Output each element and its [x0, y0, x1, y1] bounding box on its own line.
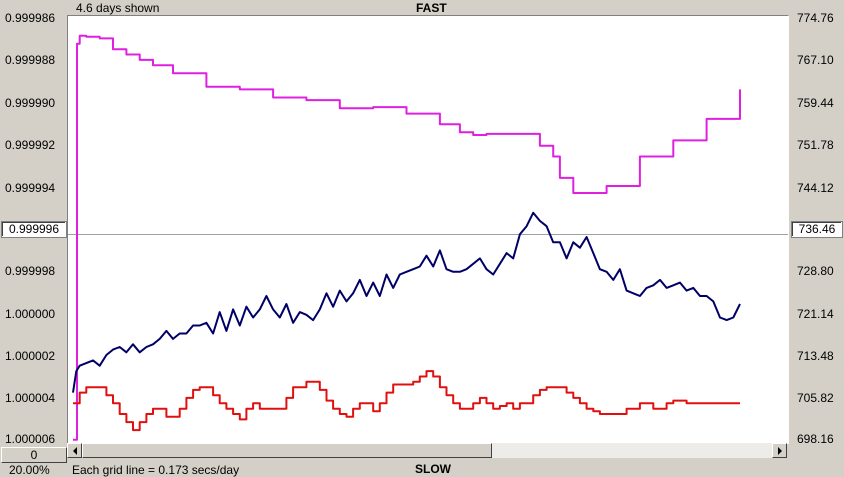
left-tick: 0.999992	[5, 138, 56, 152]
right-tick: 767.10	[797, 53, 834, 67]
left-selected-value[interactable]: 0.999996	[1, 221, 67, 238]
scroll-position-box[interactable]: 0	[1, 447, 67, 463]
left-tick: 0.999998	[5, 264, 56, 278]
left-tick: 1.000002	[5, 349, 56, 363]
left-tick: 1.000004	[5, 391, 56, 405]
days-shown-label: 4.6 days shown	[76, 1, 160, 15]
arrow-right-icon	[777, 447, 782, 455]
grid-note: Each grid line = 0.173 secs/day	[72, 463, 240, 477]
left-tick: 1.000000	[5, 307, 56, 321]
right-tick: 728.80	[797, 264, 834, 278]
right-selected-value[interactable]: 736.46	[791, 221, 843, 238]
scroll-left-button[interactable]	[67, 443, 82, 458]
fast-title: FAST	[416, 1, 447, 15]
right-tick: 721.14	[797, 307, 834, 321]
right-tick: 705.82	[797, 391, 834, 405]
plot-area[interactable]	[67, 15, 789, 444]
right-tick: 713.48	[797, 349, 834, 363]
horizontal-scrollbar[interactable]	[67, 443, 787, 458]
scroll-right-button[interactable]	[772, 443, 787, 458]
series-line-navy	[72, 211, 741, 393]
right-tick: 698.16	[797, 432, 834, 446]
left-tick: 1.000006	[5, 432, 56, 446]
series-line-red	[73, 370, 740, 432]
zoom-level: 20.00%	[9, 463, 50, 477]
left-tick: 0.999988	[5, 53, 56, 67]
left-tick: 0.999990	[5, 96, 56, 110]
right-tick: 759.44	[797, 96, 834, 110]
left-tick: 0.999986	[5, 11, 56, 25]
series-line-magenta	[73, 34, 741, 441]
scroll-thumb[interactable]	[82, 443, 492, 458]
slow-title: SLOW	[415, 462, 451, 476]
chart-svg	[68, 34, 788, 441]
right-tick: 744.12	[797, 181, 834, 195]
right-tick: 774.76	[797, 11, 834, 25]
left-tick: 0.999994	[5, 181, 56, 195]
right-tick: 751.78	[797, 138, 834, 152]
arrow-left-icon	[72, 447, 77, 455]
